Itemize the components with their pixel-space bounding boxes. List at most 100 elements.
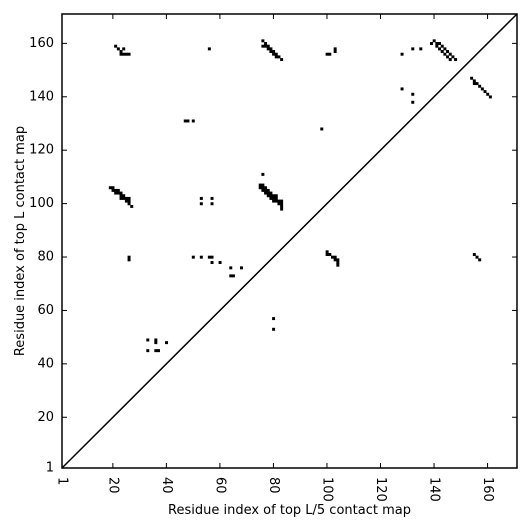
contact-point: [277, 55, 281, 59]
contact-point: [207, 47, 211, 51]
contact-point: [114, 44, 118, 48]
contact-point: [488, 95, 492, 99]
contact-point: [119, 52, 123, 56]
contact-point: [218, 261, 222, 264]
axis-ticks: 1 20 40 60 80 100 120 140 1601204060801001201401…: [29, 14, 517, 502]
contact-point: [124, 199, 128, 203]
contact-point: [111, 186, 115, 190]
contact-point: [438, 47, 442, 51]
contact-point: [122, 194, 126, 198]
y-tick-label: 140: [29, 89, 54, 104]
contact-point: [199, 255, 203, 259]
contact-point: [280, 199, 284, 203]
contact-point: [411, 100, 415, 104]
contact-point: [443, 47, 447, 51]
contact-point: [119, 196, 123, 200]
plot-frame: [61, 13, 518, 469]
contact-point: [472, 79, 476, 83]
contact-point: [130, 204, 134, 208]
contact-point: [280, 202, 284, 206]
contact-point: [146, 349, 150, 353]
contact-point: [274, 199, 278, 203]
contact-point: [165, 341, 169, 345]
contact-point: [440, 50, 444, 54]
contact-point: [483, 90, 487, 94]
y-tick-label: 120: [29, 143, 54, 158]
contact-point: [448, 58, 452, 62]
contact-point: [269, 47, 273, 51]
contact-point: [451, 55, 455, 59]
contact-point: [280, 207, 284, 211]
contact-point: [280, 204, 284, 208]
contact-point: [330, 255, 334, 259]
contact-point: [239, 266, 243, 270]
x-tick-label: 120: [373, 477, 388, 502]
y-axis-label: Residue index of top L contact map: [13, 126, 28, 356]
contact-point: [122, 47, 126, 51]
contact-point: [258, 186, 262, 190]
contact-point: [440, 44, 444, 48]
contact-point: [114, 188, 118, 192]
contact-point: [124, 52, 128, 56]
contact-point: [119, 50, 123, 54]
contact-point: [280, 58, 284, 62]
contact-point: [277, 199, 281, 203]
contact-point: [478, 258, 482, 262]
x-tick-label: 1: [55, 477, 70, 485]
y-tick-label: 160: [29, 36, 54, 51]
x-tick-label: 160: [480, 477, 495, 502]
contact-point: [472, 82, 476, 86]
contact-point: [333, 258, 337, 262]
y-tick-label: 1: [46, 461, 54, 476]
contact-point: [336, 263, 340, 267]
contact-point: [191, 255, 195, 259]
contact-point: [419, 47, 423, 51]
contact-point: [258, 183, 262, 187]
contact-point: [261, 188, 265, 192]
contact-point: [264, 191, 268, 195]
contact-point: [122, 196, 126, 200]
contact-point: [320, 127, 324, 131]
contact-point: [154, 341, 158, 345]
contact-point: [266, 191, 270, 195]
contact-point: [207, 255, 211, 259]
contact-point: [261, 44, 265, 48]
diagonal-line: [61, 13, 518, 469]
contact-point: [266, 188, 270, 192]
contact-point: [269, 194, 273, 198]
contact-point: [400, 52, 404, 56]
contact-point: [333, 50, 337, 54]
y-tick-label: 80: [37, 250, 54, 265]
y-tick-label: 60: [37, 303, 54, 318]
contact-point: [186, 119, 190, 123]
contact-point: [116, 191, 120, 195]
contact-point: [325, 253, 329, 256]
contact-point: [470, 76, 474, 80]
contact-point: [116, 188, 120, 192]
contact-point: [411, 47, 415, 51]
contact-point: [438, 42, 442, 46]
contact-point: [472, 253, 476, 256]
contact-point: [210, 196, 214, 200]
contact-point: [274, 194, 278, 198]
y-tick-label: 100: [29, 196, 54, 211]
x-axis-label: Residue index of top L/5 contact map: [168, 503, 411, 518]
contact-point: [124, 196, 128, 200]
contact-point: [114, 191, 118, 195]
contact-point: [336, 261, 340, 264]
contact-point: [119, 194, 123, 198]
contact-point: [272, 327, 276, 331]
contact-point: [127, 258, 131, 262]
contact-point: [430, 42, 433, 46]
contact-point: [272, 199, 276, 203]
contact-point: [333, 47, 337, 51]
contact-point: [119, 191, 123, 195]
x-tick-label: 20: [105, 477, 120, 494]
contact-point: [443, 52, 447, 56]
contact-point: [108, 186, 112, 190]
contact-point: [231, 274, 235, 278]
x-tick-label: 60: [212, 477, 227, 494]
contact-point: [272, 317, 276, 321]
y-tick-label: 40: [37, 356, 54, 371]
